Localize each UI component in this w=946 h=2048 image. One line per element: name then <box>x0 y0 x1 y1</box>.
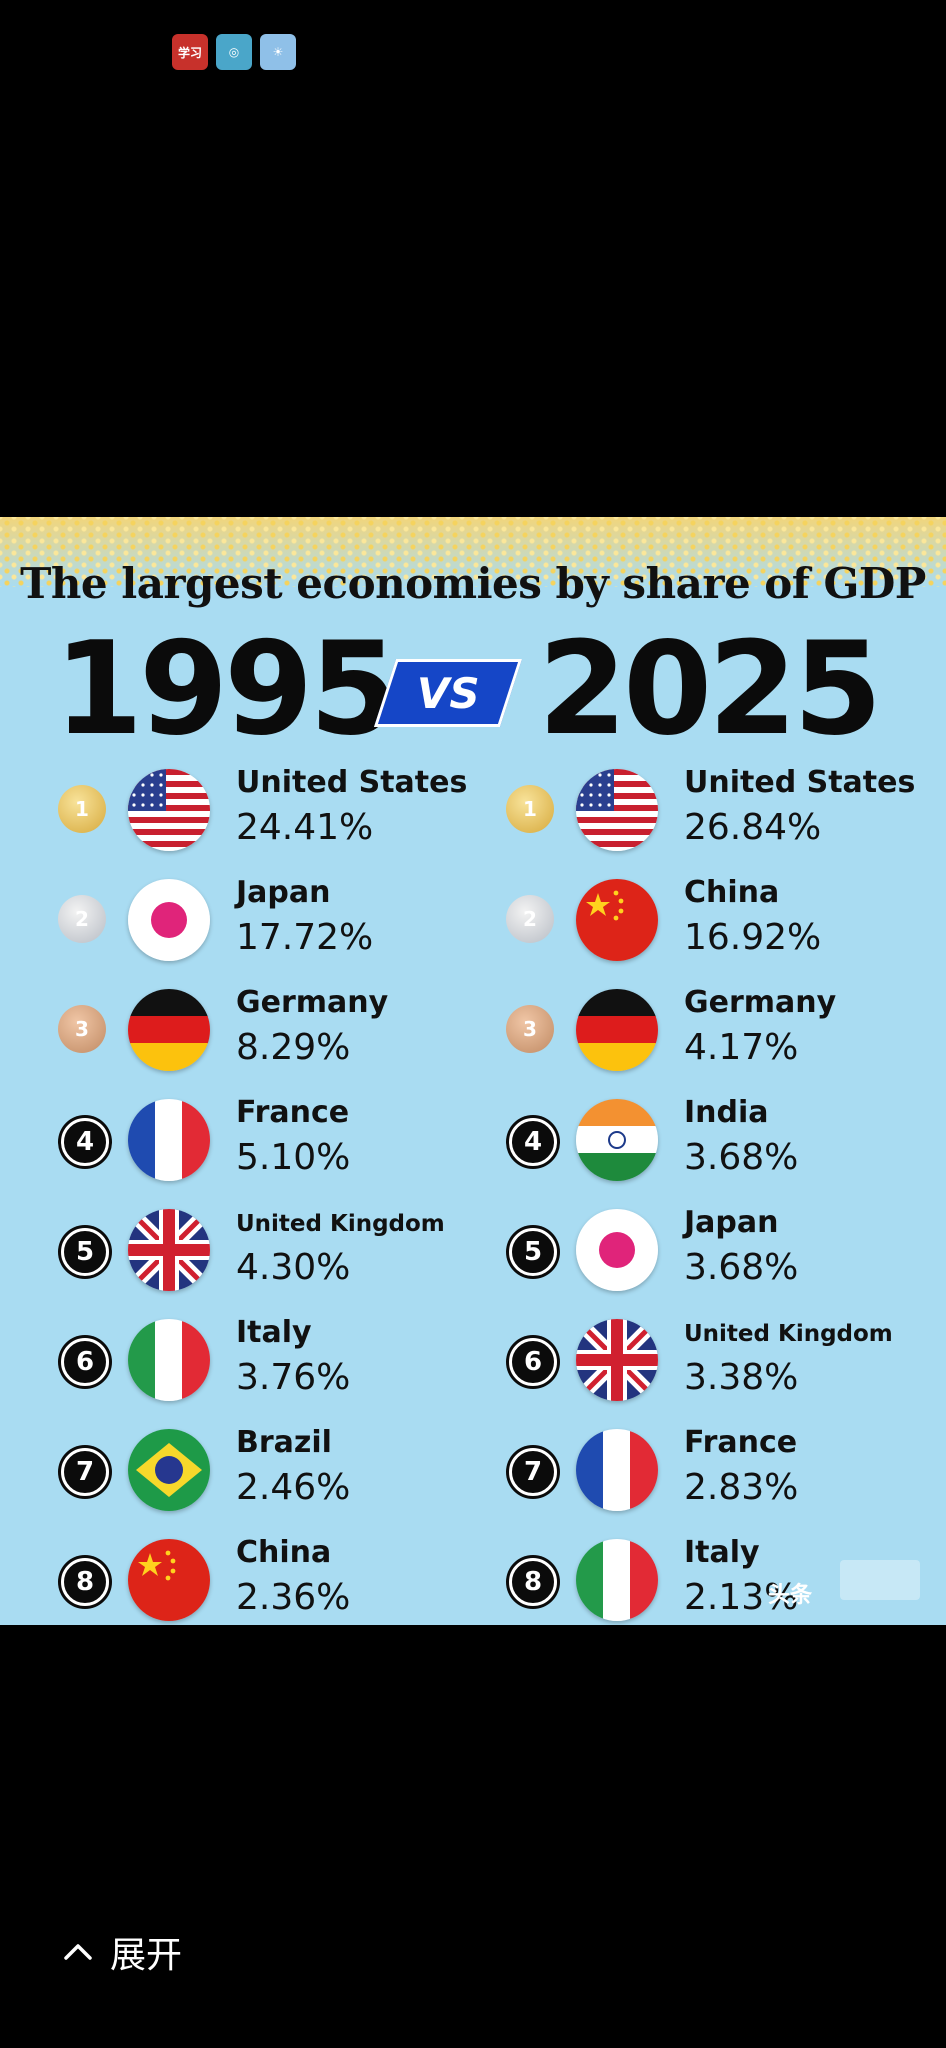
country-name: India <box>684 1095 769 1130</box>
ranking-row: 3 Germany 8.29% <box>54 977 514 1087</box>
ranking-row: 2 China 16.92% <box>502 867 946 977</box>
ranking-row: 2 Japan 17.72% <box>54 867 514 977</box>
gdp-share-value: 26.84% <box>684 807 822 848</box>
year-comparison-header: 1995 VS 2025 <box>0 615 946 765</box>
ranking-row: 4 India 3.68% <box>502 1087 946 1197</box>
rank-number-badge: 5 <box>509 1228 557 1276</box>
ranking-row: 3 Germany 4.17% <box>502 977 946 1087</box>
gdp-share-value: 3.68% <box>684 1137 799 1178</box>
rank-number-badge: 5 <box>61 1228 109 1276</box>
us-flag-icon <box>576 769 658 851</box>
gdp-share-value: 3.68% <box>684 1247 799 1288</box>
country-name: Germany <box>684 985 837 1020</box>
infographic-title: The largest economies by share of GDP <box>20 559 926 608</box>
country-name: United States <box>684 765 916 800</box>
country-name: Italy <box>684 1535 760 1570</box>
ranking-row: 1 United States 26.84% <box>502 757 946 867</box>
gdp-share-value: 5.10% <box>236 1137 351 1178</box>
gdp-share-value: 3.76% <box>236 1357 351 1398</box>
india-flag-icon <box>576 1099 658 1181</box>
rank-number-badge: 6 <box>61 1338 109 1386</box>
gdp-share-value: 4.17% <box>684 1027 799 1068</box>
rank-number-badge: 4 <box>509 1118 557 1166</box>
uk-flag-icon <box>576 1319 658 1401</box>
ranking-row: 4 France 5.10% <box>54 1087 514 1197</box>
expand-label: 展开 <box>110 1935 183 1976</box>
country-name: Italy <box>236 1315 312 1350</box>
japan-flag-icon <box>576 1209 658 1291</box>
weather-app-icon: ☀ <box>260 34 296 70</box>
rank-medal-icon: 1 <box>58 785 106 833</box>
rank-number-badge: 7 <box>61 1448 109 1496</box>
gdp-share-value: 17.72% <box>236 917 374 958</box>
chevron-up-icon <box>64 1944 92 1960</box>
watermark-box <box>840 1560 920 1600</box>
ranking-row: 5 United Kingdom 4.30% <box>54 1197 514 1307</box>
country-name: United Kingdom <box>684 1321 893 1347</box>
rank-number-badge: 8 <box>509 1558 557 1606</box>
gdp-share-value: 2.36% <box>236 1577 351 1618</box>
gdp-share-value: 2.46% <box>236 1467 351 1508</box>
rank-medal-icon: 3 <box>58 1005 106 1053</box>
germany-flag-icon <box>576 989 658 1071</box>
us-flag-icon <box>128 769 210 851</box>
gdp-share-value: 24.41% <box>236 807 374 848</box>
ranking-row: 8 China 2.36% <box>54 1527 514 1625</box>
expand-button[interactable]: 展开 <box>64 1926 182 1978</box>
rank-medal-icon: 2 <box>58 895 106 943</box>
france-flag-icon <box>576 1429 658 1511</box>
confetti-decoration <box>0 517 946 587</box>
germany-flag-icon <box>128 989 210 1071</box>
italy-flag-icon <box>576 1539 658 1621</box>
gdp-share-value: 4.30% <box>236 1247 351 1288</box>
country-name: France <box>236 1095 350 1130</box>
china-flag-icon <box>576 879 658 961</box>
year-1995: 1995 <box>54 615 398 764</box>
gdp-share-value: 8.29% <box>236 1027 351 1068</box>
uk-flag-icon <box>128 1209 210 1291</box>
ranking-row: 7 France 2.83% <box>502 1417 946 1527</box>
country-name: China <box>236 1535 332 1570</box>
toutiao-watermark: 头条 <box>768 1583 813 1608</box>
country-name: China <box>684 875 780 910</box>
browser-app-icon: ◎ <box>216 34 252 70</box>
gdp-share-value: 3.38% <box>684 1357 799 1398</box>
gdp-share-value: 2.83% <box>684 1467 799 1508</box>
italy-flag-icon <box>128 1319 210 1401</box>
gdp-share-value: 16.92% <box>684 917 822 958</box>
rank-number-badge: 6 <box>509 1338 557 1386</box>
country-name: Brazil <box>236 1425 332 1460</box>
country-name: Japan <box>684 1205 779 1240</box>
year-2025: 2025 <box>538 615 882 764</box>
gdp-infographic-image[interactable]: The largest economies by share of GDP 19… <box>0 517 946 1625</box>
rank-number-badge: 7 <box>509 1448 557 1496</box>
country-name: United States <box>236 765 468 800</box>
vs-badge: VS <box>373 659 523 727</box>
rank-number-badge: 8 <box>61 1558 109 1606</box>
country-name: France <box>684 1425 798 1460</box>
ranking-row: 6 Italy 3.76% <box>54 1307 514 1417</box>
ranking-row: 8 Italy 2.13% <box>502 1527 946 1625</box>
ranking-row: 5 Japan 3.68% <box>502 1197 946 1307</box>
rank-number-badge: 4 <box>61 1118 109 1166</box>
xuexi-app-icon: 学习 <box>172 34 208 70</box>
ranking-1995-list: 1 United States 24.41% 2 Japan 17.72% 3 Germany… <box>54 757 514 1625</box>
ranking-row: 7 Brazil 2.46% <box>54 1417 514 1527</box>
brazil-flag-icon <box>128 1429 210 1511</box>
ranking-2025-list: 1 United States 26.84% 2 China 16.92% 3 Germany… <box>502 757 946 1625</box>
france-flag-icon <box>128 1099 210 1181</box>
rank-medal-icon: 1 <box>506 785 554 833</box>
ranking-row: 1 United States 24.41% <box>54 757 514 867</box>
rank-medal-icon: 2 <box>506 895 554 943</box>
rank-medal-icon: 3 <box>506 1005 554 1053</box>
status-bar-icons: 学习 ◎ ☀ <box>172 34 296 70</box>
japan-flag-icon <box>128 879 210 961</box>
gdp-share-value: 2.13% <box>684 1577 799 1618</box>
country-name: United Kingdom <box>236 1211 445 1237</box>
china-flag-icon <box>128 1539 210 1621</box>
ranking-row: 6 United Kingdom 3.38% <box>502 1307 946 1417</box>
country-name: Japan <box>236 875 331 910</box>
country-name: Germany <box>236 985 389 1020</box>
